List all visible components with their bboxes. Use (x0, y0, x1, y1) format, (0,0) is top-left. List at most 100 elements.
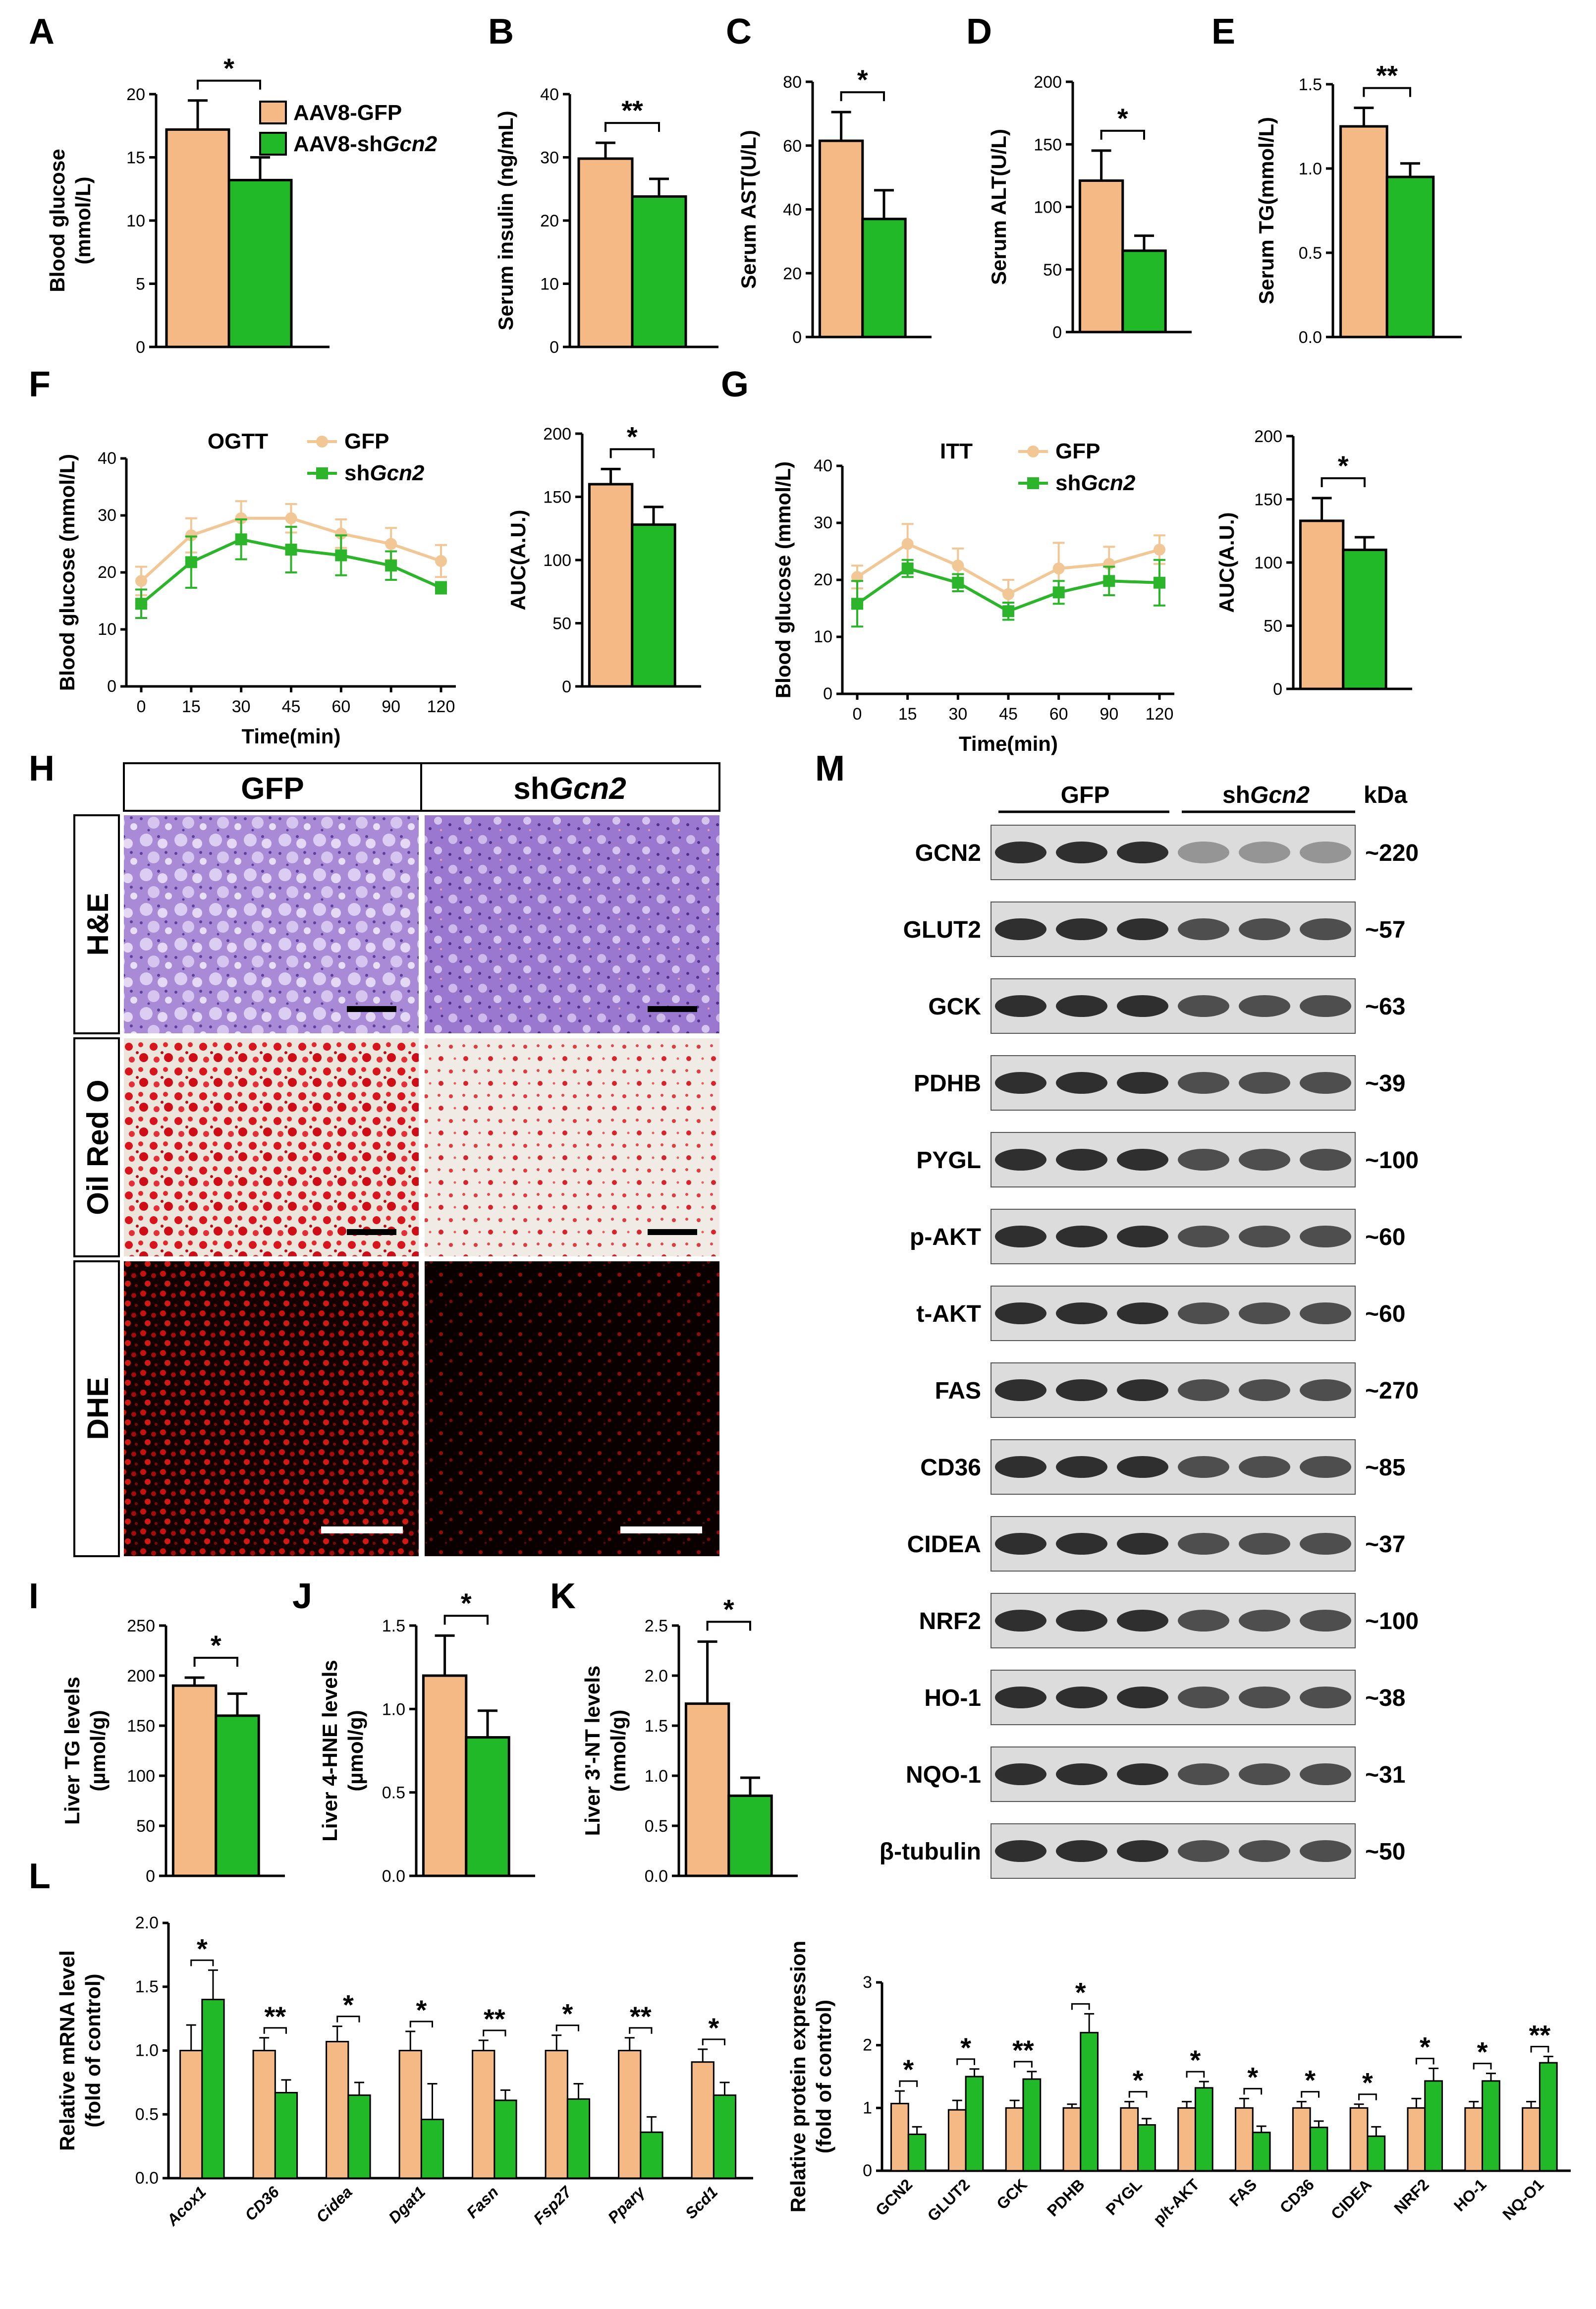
blot-band (1239, 1533, 1290, 1555)
blot-membrane (991, 1823, 1356, 1879)
bar-gfp (947, 2109, 967, 2172)
blot-protein-label: PYGL (916, 1147, 981, 1174)
bar-sh (713, 2094, 737, 2179)
significance-mark: * (1190, 2044, 1201, 2076)
y-tick-label: 0 (550, 338, 559, 357)
y-tick-label: 10 (98, 620, 116, 639)
blot-band (1239, 1302, 1290, 1324)
x-tick-label: Dgat1 (385, 2183, 429, 2226)
x-tick-label: 15 (898, 705, 917, 724)
y-tick-label: 20 (540, 212, 559, 230)
significance-mark: * (857, 64, 868, 95)
bar-chart-i: 0 50 100 150 200 250 Liver TG levels (µmol/g) * (60, 1617, 285, 1886)
y-tick-label: 0 (792, 328, 802, 347)
panel-label-i: I (29, 1577, 39, 1616)
blot-unit: kDa (1364, 782, 1407, 808)
y-tick-label: 50 (1264, 617, 1282, 636)
blot-band (1056, 1149, 1107, 1171)
image-oil-sh (425, 1038, 719, 1256)
blot-band (1056, 842, 1107, 863)
blot-membrane (991, 978, 1356, 1034)
y-axis-label: Serum ALT(U/L) (987, 129, 1010, 285)
bar-gfp (252, 2050, 276, 2179)
significance-mark: * (562, 1998, 573, 2029)
y-axis-label: Liver TG levels (60, 1677, 84, 1825)
blot-band (1239, 1226, 1290, 1247)
x-tick-label: 15 (182, 697, 201, 716)
panel-label-m: M (815, 749, 845, 788)
x-tick-label: 45 (999, 705, 1018, 724)
bar-gfp (171, 1684, 218, 1877)
panel-label-e: E (1211, 12, 1235, 52)
y-tick-label: 1.5 (135, 1977, 159, 1996)
bar-sh (420, 2119, 444, 2179)
bar-gfp (1464, 2107, 1484, 2172)
y-axis-label: Blood glucose (mmol/L) (55, 454, 79, 691)
blot-band (1056, 1610, 1107, 1632)
panel-label-k: K (550, 1577, 576, 1616)
blot-membrane (991, 1746, 1356, 1802)
bar-chart-c: 0 20 40 60 80 Serum AST(U/L) * (737, 64, 932, 347)
blot-band (1239, 995, 1290, 1017)
significance-mark: * (960, 2032, 971, 2063)
blot-protein-label: t-AKT (916, 1301, 981, 1327)
y-tick-label: 0.0 (645, 1867, 668, 1886)
y-axis-label: (mmol/L) (71, 176, 95, 264)
significance-mark: * (1075, 1976, 1086, 2008)
blot-band (1178, 1302, 1229, 1324)
y-axis-label: (µmol/g) (86, 1710, 110, 1791)
blot-band (995, 1302, 1046, 1324)
y-tick-label: 0 (562, 677, 571, 696)
y-tick-label: 1.0 (135, 2041, 159, 2060)
blot-band (1117, 1763, 1168, 1785)
blot-band (1117, 918, 1168, 940)
x-tick-label: NRF2 (1390, 2175, 1432, 2217)
bar-chart-g-auc: 0 50 100 150 200 AUC(A.U.) * (1215, 427, 1412, 699)
bar-gfp (1339, 125, 1388, 338)
bar-gfp (398, 2050, 422, 2179)
data-point-sh (851, 598, 863, 610)
blot-protein-label: NQO-1 (906, 1762, 981, 1788)
y-tick-label: 40 (98, 449, 116, 468)
blot-band (1178, 1072, 1229, 1094)
blot-kda-label: ~60 (1365, 1301, 1405, 1327)
x-tick-label: CD36 (1276, 2175, 1318, 2216)
blot-band (1239, 1072, 1290, 1094)
significance-mark: * (1133, 2065, 1144, 2096)
x-tick-label: 0 (853, 705, 862, 724)
blot-band (1300, 1456, 1351, 1478)
bar-gfp (545, 2050, 568, 2179)
blot-band (1117, 1610, 1168, 1632)
histology-panel: GFP shGcn2 H&E Oil Red O DHE (73, 762, 720, 1557)
y-axis-label: Relative protein expression (786, 1941, 810, 2213)
y-tick-label: 0 (1273, 680, 1282, 699)
significance-mark: * (708, 2012, 719, 2043)
blot-protein-label: CIDEA (907, 1531, 981, 1558)
bar-chart-j: 0.0 0.5 1.0 1.5 Liver 4-HNE levels (µmol/g) * (318, 1587, 535, 1886)
y-tick-label: 150 (1034, 135, 1062, 154)
data-point-gfp (235, 512, 247, 524)
histology-row-dhe: DHE (81, 1377, 114, 1440)
bar-sh (631, 523, 676, 688)
bar-sh (1424, 2080, 1443, 2172)
histology-col-sh: shGcn2 (513, 772, 626, 806)
blot-kda-label: ~85 (1365, 1455, 1405, 1481)
significance-mark: * (1305, 2065, 1316, 2096)
bar-sh (1194, 2087, 1213, 2172)
x-tick-label: Pparγ (604, 2182, 649, 2227)
blot-band (1300, 1149, 1351, 1171)
blot-band (995, 995, 1046, 1017)
bar-sh (965, 2076, 984, 2172)
bar-chart-f-auc: 0 50 100 150 200 AUC(A.U.) * (506, 421, 701, 696)
x-tick-label: 60 (1049, 705, 1068, 724)
y-tick-label: 10 (126, 212, 145, 230)
blot-band (1056, 995, 1107, 1017)
bar-sh (215, 1714, 260, 1877)
blot-band (1178, 1840, 1229, 1862)
x-axis-label: Time(min) (959, 732, 1058, 755)
y-tick-label: 50 (136, 1817, 155, 1836)
panel-label-g: G (721, 365, 749, 404)
y-tick-label: 0 (107, 677, 116, 696)
data-point-sh (952, 576, 964, 589)
y-tick-label: 5 (136, 275, 145, 294)
